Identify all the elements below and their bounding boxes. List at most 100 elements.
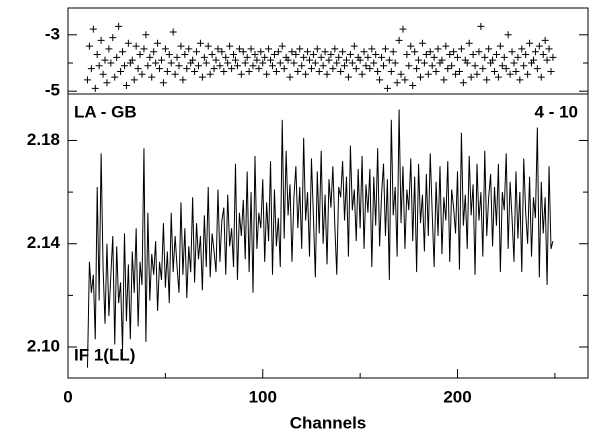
plus-point [156, 65, 164, 73]
plus-point [177, 42, 185, 50]
plus-point [498, 62, 506, 70]
plus-point [518, 45, 526, 53]
plus-point [430, 53, 438, 61]
plus-point [362, 62, 370, 70]
plus-point [189, 56, 197, 64]
plus-point [270, 51, 278, 59]
plus-point [420, 59, 428, 67]
plus-point [300, 53, 308, 61]
plus-point [235, 45, 243, 53]
plus-point [302, 70, 310, 78]
plus-point [323, 70, 331, 78]
plus-point [393, 79, 401, 87]
plus-point [477, 22, 485, 30]
plus-point [253, 56, 261, 64]
plus-point [389, 48, 397, 56]
plus-point [265, 45, 273, 53]
plus-point [405, 62, 413, 70]
plus-point [198, 73, 206, 81]
plus-point [243, 53, 251, 61]
plus-point [348, 59, 356, 67]
y-tick-label: 2.10 [27, 337, 60, 356]
plus-point [491, 67, 499, 75]
plus-point [241, 59, 249, 67]
plus-point [202, 59, 210, 67]
plus-point [329, 65, 337, 73]
plus-point [268, 62, 276, 70]
plus-point [415, 56, 423, 64]
plus-point [165, 51, 173, 59]
plus-point [492, 51, 500, 59]
plus-point [103, 79, 111, 87]
plus-point [341, 62, 349, 70]
plus-point [483, 76, 491, 84]
plus-point [83, 76, 91, 84]
plus-point [117, 67, 125, 75]
plus-point [307, 65, 315, 73]
plus-point [237, 70, 245, 78]
plus-point [459, 79, 467, 87]
plus-point [101, 56, 109, 64]
plus-point [401, 76, 409, 84]
plus-point [442, 42, 450, 50]
plus-point [245, 67, 253, 75]
plus-point [399, 25, 407, 33]
plus-point [233, 62, 241, 70]
plus-point [356, 56, 364, 64]
plus-point [194, 62, 202, 70]
plus-point [296, 45, 304, 53]
plus-point [516, 76, 524, 84]
plus-point [440, 76, 448, 84]
plus-point [339, 48, 347, 56]
plus-point [424, 70, 432, 78]
plus-point [313, 45, 321, 53]
plus-point [304, 48, 312, 56]
plus-point [159, 79, 167, 87]
plus-point [463, 59, 471, 67]
plus-point [163, 67, 171, 75]
y-tick-label: 2.18 [27, 130, 60, 149]
plus-point [335, 53, 343, 61]
plus-point [535, 42, 543, 50]
plus-point [364, 53, 372, 61]
plus-point [434, 45, 442, 53]
plus-point [529, 56, 537, 64]
plus-point [132, 42, 140, 50]
plus-point [387, 67, 395, 75]
plus-point [409, 82, 417, 90]
plus-point [274, 48, 282, 56]
plus-point [144, 62, 152, 70]
plus-point [179, 76, 187, 84]
plus-point [473, 70, 481, 78]
if-label: IF 1(LL) [74, 345, 135, 364]
bottom-panel-frame [67, 93, 589, 379]
plus-point [220, 67, 228, 75]
plus-point [231, 56, 239, 64]
plus-point [494, 73, 502, 81]
plus-point [465, 39, 473, 47]
time-range-label: 4 - 10 [535, 102, 578, 121]
plus-point [321, 48, 329, 56]
plus-point [157, 56, 165, 64]
plus-point [520, 62, 528, 70]
plus-point [99, 70, 107, 78]
plus-point [218, 48, 226, 56]
plus-point [467, 73, 475, 81]
plus-point [358, 70, 366, 78]
plus-point [454, 53, 462, 61]
plus-point [251, 51, 259, 59]
plus-point [138, 70, 146, 78]
plus-point [531, 48, 539, 56]
plus-point [360, 48, 368, 56]
plus-point [413, 65, 421, 73]
plus-point [181, 51, 189, 59]
plus-point [327, 51, 335, 59]
plus-point [107, 59, 115, 67]
plus-point [489, 56, 497, 64]
plus-point [496, 42, 504, 50]
plus-point [372, 51, 380, 59]
plus-point [417, 73, 425, 81]
plus-point [428, 62, 436, 70]
plus-point [343, 56, 351, 64]
plus-point [370, 59, 378, 67]
